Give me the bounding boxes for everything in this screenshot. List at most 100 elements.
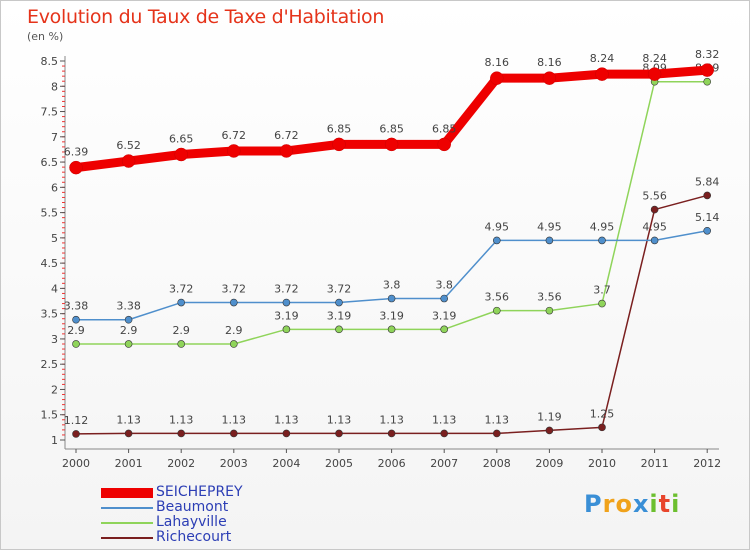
- data-point-lahayville: [703, 77, 712, 86]
- data-label-beaumont: 4.95: [537, 220, 562, 233]
- data-point-seicheprey: [279, 144, 294, 158]
- data-label-beaumont: 3.72: [327, 283, 352, 296]
- data-point-lahayville: [177, 340, 185, 348]
- legend-swatch: [101, 522, 153, 524]
- data-point-richecourt: [335, 429, 343, 438]
- data-point-beaumont: [650, 236, 659, 245]
- data-label-richecourt: 1.19: [537, 410, 562, 423]
- y-tick-label: 7: [51, 131, 58, 144]
- data-label-beaumont: 3.38: [116, 300, 141, 313]
- y-tick-label: 6: [51, 181, 58, 194]
- data-point-beaumont: [72, 315, 80, 324]
- data-point-lahayville: [335, 325, 343, 334]
- legend-item-beaumont: Beaumont: [101, 499, 361, 516]
- data-label-richecourt: 1.13: [274, 413, 299, 426]
- y-tick-label: 5.5: [41, 207, 59, 220]
- logo-letter: P: [584, 490, 603, 518]
- data-point-richecourt: [230, 429, 238, 438]
- data-label-richecourt: 1.25: [590, 407, 615, 420]
- data-label-richecourt: 1.13: [169, 413, 194, 426]
- data-point-richecourt: [387, 429, 396, 438]
- data-label-beaumont: 3.72: [222, 283, 247, 296]
- data-label-lahayville: 3.19: [379, 309, 404, 322]
- legend-item-seicheprey: SEICHEPREY: [101, 484, 361, 501]
- y-tick-label: 2.5: [41, 358, 59, 371]
- data-point-beaumont: [282, 298, 291, 307]
- data-label-lahayville: 2.9: [172, 324, 190, 337]
- data-label-beaumont: 3.8: [383, 279, 401, 292]
- y-tick-label: 8: [51, 80, 58, 93]
- data-point-lahayville: [598, 299, 606, 308]
- data-point-seicheprey: [174, 147, 188, 162]
- data-label-seicheprey: 6.72: [274, 129, 299, 142]
- data-point-lahayville: [492, 306, 501, 315]
- data-label-richecourt: 1.12: [64, 414, 89, 427]
- legend: SEICHEPREY Beaumont Lahayville Richecourt: [101, 484, 361, 546]
- data-point-beaumont: [335, 298, 343, 307]
- logo-letter: x: [632, 490, 650, 518]
- data-point-seicheprey: [227, 144, 241, 158]
- data-label-lahayville: 2.9: [120, 324, 138, 337]
- data-point-richecourt: [545, 426, 554, 435]
- data-point-lahayville: [72, 340, 80, 348]
- data-point-lahayville: [230, 340, 238, 348]
- data-point-beaumont: [124, 315, 133, 324]
- data-point-seicheprey: [490, 71, 504, 85]
- data-point-seicheprey: [121, 154, 136, 168]
- data-label-beaumont: 3.72: [274, 283, 299, 296]
- legend-swatch: [101, 537, 153, 539]
- unit-label: (en %): [27, 30, 64, 43]
- data-label-seicheprey: 8.24: [590, 52, 615, 65]
- data-label-richecourt: 1.13: [116, 413, 141, 426]
- data-label-seicheprey: 6.85: [379, 122, 404, 135]
- legend-label: Beaumont: [156, 499, 229, 515]
- data-label-beaumont: 4.95: [590, 220, 615, 233]
- logo-letter: i: [649, 490, 659, 518]
- data-point-richecourt: [282, 429, 291, 438]
- data-point-lahayville: [124, 340, 133, 348]
- data-label-seicheprey: 8.16: [485, 56, 510, 69]
- data-point-richecourt: [124, 429, 133, 438]
- data-label-lahayville: 3.7: [593, 284, 611, 297]
- y-tick-label: 3.5: [41, 308, 59, 321]
- data-point-seicheprey: [542, 71, 557, 85]
- data-label-seicheprey: 6.72: [222, 129, 247, 142]
- proxiti-logo: Proxiti: [584, 490, 680, 518]
- data-point-beaumont: [492, 236, 501, 245]
- x-tick-label: 2011: [641, 457, 669, 470]
- data-point-lahayville: [282, 325, 291, 334]
- x-tick-label: 2007: [430, 457, 458, 470]
- legend-label: Lahayville: [156, 514, 227, 530]
- data-label-lahayville: 2.9: [225, 324, 243, 337]
- x-tick-label: 2002: [167, 457, 195, 470]
- data-label-lahayville: 3.19: [327, 309, 352, 322]
- data-label-lahayville: 2.9: [67, 324, 85, 337]
- data-label-seicheprey: 8.16: [537, 56, 562, 69]
- series-line-beaumont: [76, 230, 708, 321]
- data-point-richecourt: [598, 423, 606, 432]
- data-label-richecourt: 1.13: [432, 413, 457, 426]
- data-point-lahayville: [440, 325, 449, 334]
- data-label-richecourt: 1.13: [485, 413, 510, 426]
- data-label-lahayville: 3.56: [485, 291, 510, 304]
- x-tick-label: 2001: [115, 457, 143, 470]
- x-tick-label: 2009: [535, 457, 563, 470]
- legend-swatch: [101, 488, 153, 498]
- data-label-richecourt: 1.13: [222, 413, 247, 426]
- y-tick-label: 3: [51, 333, 58, 346]
- data-point-beaumont: [387, 294, 396, 303]
- series-line-lahayville: [76, 80, 708, 345]
- legend-label: SEICHEPREY: [156, 484, 243, 500]
- y-tick-label: 4.5: [41, 257, 59, 270]
- data-point-richecourt: [492, 429, 501, 438]
- y-tick-label: 4: [51, 282, 58, 295]
- logo-letter: t: [658, 490, 672, 518]
- legend-item-lahayville: Lahayville: [101, 514, 361, 531]
- data-label-lahayville: 3.19: [432, 309, 457, 322]
- data-point-seicheprey: [700, 63, 714, 77]
- data-point-beaumont: [440, 294, 449, 303]
- logo-letter: i: [671, 490, 681, 518]
- data-label-beaumont: 4.95: [485, 220, 510, 233]
- data-point-seicheprey: [595, 67, 609, 81]
- data-label-seicheprey: 6.85: [432, 122, 457, 135]
